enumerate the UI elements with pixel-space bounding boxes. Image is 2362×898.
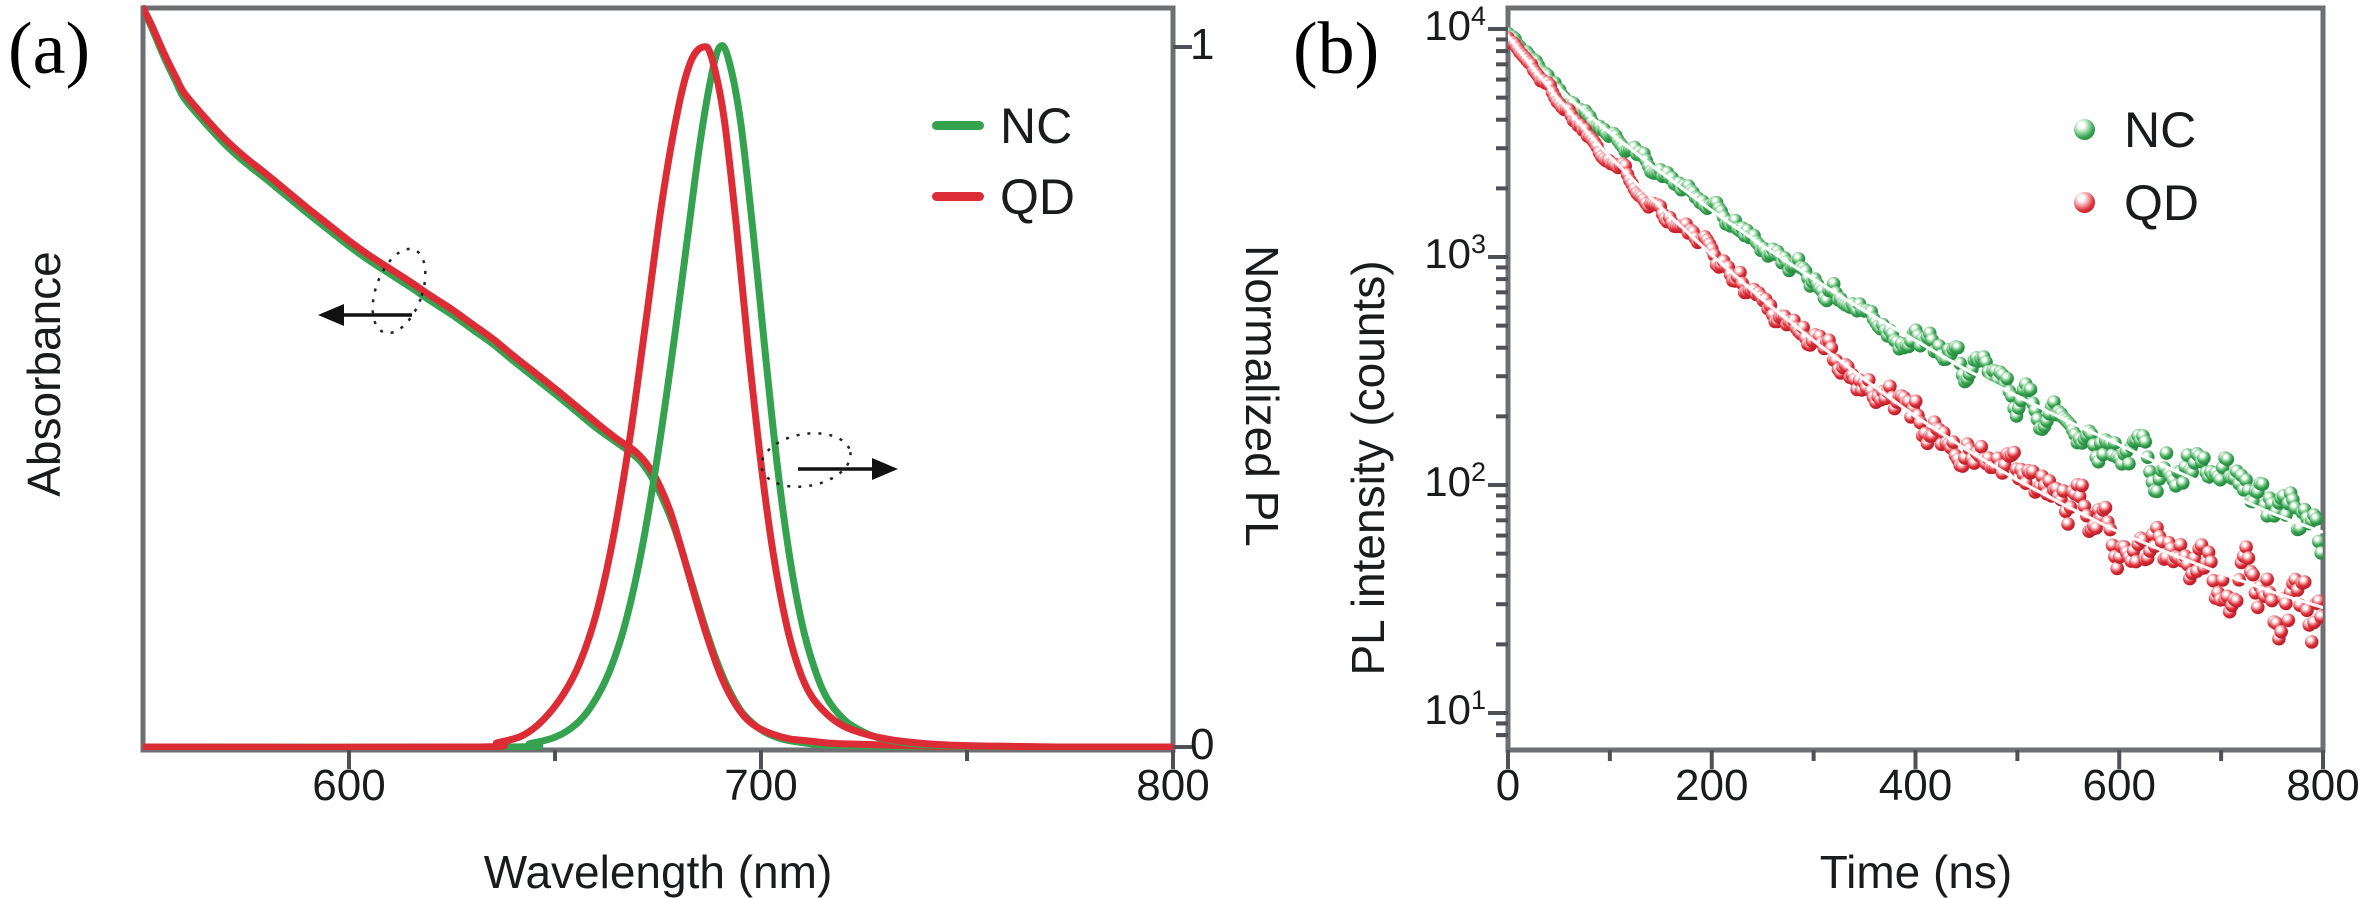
nc-line-swatch (932, 121, 984, 130)
qd-absorbance-curve (143, 5, 1173, 750)
panel-a-x-tick-label: 600 (312, 761, 386, 810)
qd-line-swatch (932, 192, 984, 201)
pl-intensity-tick-label: 101 (1424, 685, 1486, 733)
time-axis-title: Time (ns) (1819, 846, 2013, 898)
qd-decay-fit-line (1508, 35, 2323, 610)
axis-pointer-annotations (318, 247, 898, 489)
wavelength-axis-title: Wavelength (nm) (483, 846, 833, 898)
normalized-pl-tick-label: 1 (1190, 20, 1215, 69)
panel-a-ticks (347, 45, 1192, 769)
panel-a-x-tick-label: 800 (1136, 761, 1210, 810)
nc-decay-scatter (1508, 26, 2323, 560)
pl-dotted-ellipse-icon (760, 431, 852, 489)
absorbance-dotted-ellipse-icon (371, 247, 427, 335)
panel-a-label: (a) (8, 8, 91, 90)
panel-a-frame (140, 5, 1176, 753)
panel-b-label: (b) (1293, 8, 1380, 90)
panel-b-x-tick-label: 400 (1878, 761, 1953, 810)
panel-b-frame (1505, 5, 2326, 753)
panel-b-x-tick-label: 600 (2082, 761, 2156, 810)
nc-dot-marker-icon (2074, 119, 2095, 140)
absorbance-axis-title: Absorbance (18, 251, 70, 497)
panel-b-ticks (1488, 27, 2325, 769)
legend-a-qd-label: QD (1000, 169, 1075, 225)
qd-pl-curve (143, 43, 1173, 750)
nc-decay-fit-line (1508, 32, 2323, 534)
left-arrow-icon (318, 304, 344, 326)
legend-a-nc-label: NC (1000, 98, 1073, 154)
pl-intensity-tick-label: 102 (1424, 457, 1486, 505)
qd-dot-marker-icon (2074, 192, 2095, 213)
panel-a-series (143, 5, 1173, 750)
legend-b-qd-label: QD (2124, 175, 2199, 231)
legend-b-nc-label: NC (2124, 102, 2197, 158)
pl-intensity-tick-label: 103 (1424, 229, 1486, 277)
pl-intensity-tick-label: 104 (1424, 1, 1486, 49)
right-arrow-icon (872, 458, 898, 480)
panel-b-x-tick-label: 0 (1495, 761, 1521, 810)
normalized-pl-axis-title: Normalized PL (1236, 245, 1288, 547)
panel-b-x-tick-label: 800 (2286, 761, 2360, 810)
panel-a-x-tick-label: 700 (724, 761, 798, 810)
panel-b-x-tick-label: 200 (1675, 761, 1749, 810)
normalized-pl-tick-label: 0 (1190, 720, 1215, 769)
